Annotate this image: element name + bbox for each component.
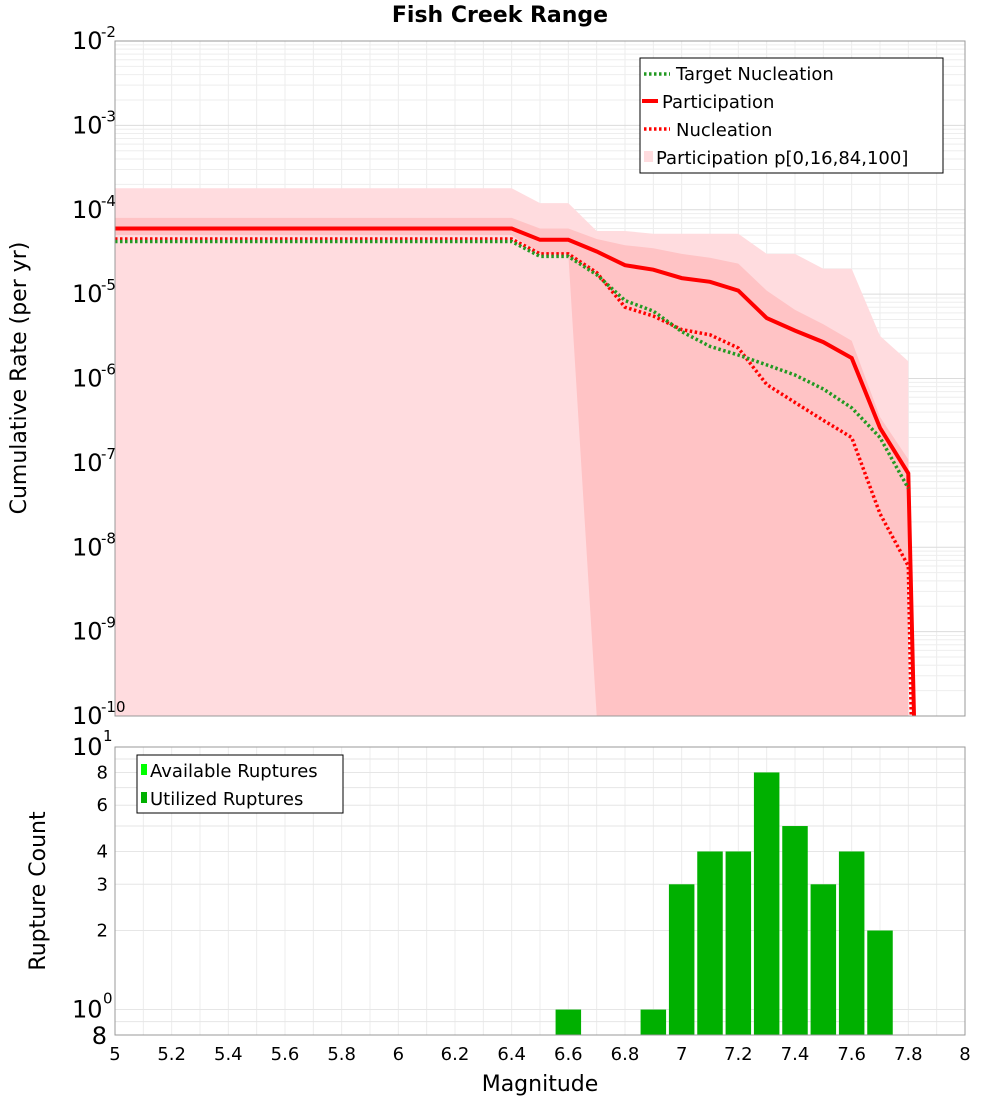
- top-y-tick-label: 10: [72, 111, 103, 139]
- legend-swatch-participation-band: [644, 151, 653, 162]
- x-tick-label: 8: [959, 1044, 970, 1065]
- chart-title: Fish Creek Range: [392, 3, 608, 28]
- legend-label-nucleation: Nucleation: [676, 120, 772, 141]
- top-y-tick-exponent: -5: [101, 276, 116, 294]
- top-y-tick-label: 10: [72, 280, 103, 308]
- top-y-tick-label: 10: [72, 618, 103, 646]
- bottom-legend: Available Ruptures Utilized Ruptures: [136, 754, 344, 814]
- x-tick-label: 7.2: [724, 1044, 753, 1065]
- x-tick-label: 7.4: [781, 1044, 810, 1065]
- top-y-tick-exponent: -2: [101, 23, 116, 41]
- bottom-y-tick-label: 10: [72, 996, 103, 1024]
- bottom-y-axis-label: Rupture Count: [26, 811, 51, 971]
- bottom-y-tick-label: 6: [97, 795, 108, 816]
- top-y-tick-label: 10: [72, 449, 103, 477]
- legend-label-participation-band: Participation p[0,16,84,100]: [656, 148, 908, 169]
- x-tick-label: 5.6: [271, 1044, 300, 1065]
- series-line-participation: [115, 226, 916, 717]
- rupture-bar: [867, 930, 893, 1035]
- rupture-bar: [725, 851, 752, 1035]
- x-tick-label: 6.4: [497, 1044, 526, 1065]
- bottom-y-tick-label: 8: [92, 1022, 107, 1050]
- legend-swatch-utilized: [141, 792, 147, 803]
- x-tick-label: 7: [676, 1044, 687, 1065]
- x-tick-label: 6.2: [441, 1044, 470, 1065]
- top-y-tick-exponent: -3: [101, 107, 116, 125]
- top-y-tick-exponent: -10: [101, 698, 126, 716]
- top-legend: Target Nucleation Participation Nucleati…: [639, 57, 944, 174]
- bottom-y-tick-label: 8: [97, 762, 108, 783]
- rupture-bar: [668, 884, 695, 1035]
- top-percentile-bands: [115, 188, 909, 716]
- rupture-bar: [640, 1009, 667, 1035]
- legend-label-available: Available Ruptures: [150, 761, 318, 782]
- top-y-tick-label: 10: [72, 533, 103, 561]
- top-y-tick-label: 10: [72, 196, 103, 224]
- x-axis-label: Magnitude: [482, 1072, 599, 1097]
- top-y-axis-label: Cumulative Rate (per yr): [7, 242, 32, 515]
- percentile-band-1: [115, 217, 909, 716]
- x-tick-label: 7.6: [837, 1044, 866, 1065]
- bottom-legend-box: [136, 754, 344, 814]
- bottom-y-tick-label: 10: [72, 733, 103, 761]
- x-tick-label: 5.2: [157, 1044, 186, 1065]
- rupture-bar: [782, 826, 808, 1035]
- legend-label-participation: Participation: [662, 92, 774, 113]
- bottom-y-tick-label: 3: [97, 874, 108, 895]
- top-y-tick-exponent: -9: [101, 614, 116, 632]
- top-y-tick-exponent: -7: [101, 445, 116, 463]
- top-legend-box: [639, 57, 944, 174]
- series-line-nucleation: [115, 237, 913, 717]
- top-plot-frame: [114, 40, 966, 717]
- legend-label-utilized: Utilized Ruptures: [150, 789, 303, 810]
- x-tick-label: 5.4: [214, 1044, 243, 1065]
- bottom-y-tick-label: 4: [97, 841, 108, 862]
- x-tick-label: 6: [393, 1044, 404, 1065]
- top-y-tick-exponent: -4: [101, 192, 116, 210]
- legend-swatch-available: [141, 764, 147, 775]
- top-y-tick-label: 10: [72, 27, 103, 55]
- rupture-bar: [697, 851, 723, 1035]
- bottom-bars: [555, 772, 893, 1035]
- x-tick-label: 5: [109, 1044, 120, 1065]
- x-tick-label: 5.8: [327, 1044, 356, 1065]
- bottom-y-tick-label: 2: [97, 921, 108, 942]
- legend-label-target-nucleation: Target Nucleation: [675, 64, 834, 85]
- top-y-tick-exponent: -8: [101, 529, 116, 547]
- top-series-lines: [115, 226, 916, 717]
- series-line-target-nucleation: [115, 239, 910, 490]
- rupture-bar: [810, 884, 837, 1035]
- x-tick-label: 7.8: [894, 1044, 923, 1065]
- x-tick-label: 6.8: [611, 1044, 640, 1065]
- rupture-bar: [555, 1009, 582, 1035]
- rupture-bar: [753, 772, 780, 1035]
- top-y-tick-label: 10: [72, 702, 103, 730]
- bottom-y-tick-exponent: 0: [103, 990, 113, 1008]
- rupture-bar: [838, 851, 865, 1035]
- bottom-y-tick-exponent: 1: [103, 727, 113, 745]
- bottom-plot-frame: [114, 746, 966, 1036]
- bottom-x-tick-labels: 5 5.2 5.4 5.6 5.8 6 6.2 6.4 6.6 6.8 7 7.2 7.4 7.6 7.8 8: [109, 1044, 970, 1065]
- x-tick-label: 6.6: [554, 1044, 583, 1065]
- top-y-tick-label: 10: [72, 365, 103, 393]
- top-y-tick-exponent: -6: [101, 361, 116, 379]
